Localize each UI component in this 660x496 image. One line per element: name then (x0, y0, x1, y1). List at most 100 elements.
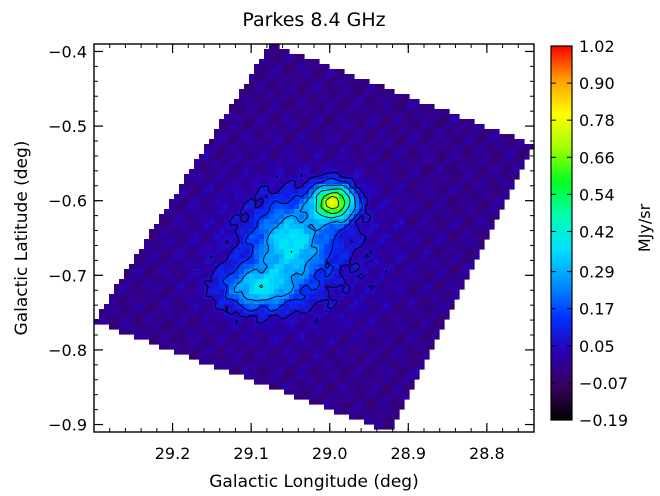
heatmap-cell (284, 339, 290, 345)
heatmap-cell (364, 389, 370, 395)
heatmap-cell (264, 284, 270, 290)
heatmap-cell (204, 264, 210, 270)
heatmap-cell (339, 294, 345, 300)
heatmap-cell (399, 344, 405, 350)
heatmap-cell (334, 189, 340, 195)
heatmap-cell (264, 64, 270, 70)
heatmap-cell (209, 249, 215, 255)
heatmap-cell (149, 279, 155, 285)
heatmap-cell (209, 334, 215, 340)
heatmap-cell (239, 239, 245, 245)
heatmap-cell (129, 279, 135, 285)
heatmap-cell (264, 74, 270, 80)
heatmap-cell (179, 244, 185, 250)
heatmap-cell (419, 354, 425, 360)
heatmap-cell (359, 324, 365, 330)
contour-line (259, 188, 351, 289)
heatmap-cell (419, 334, 425, 340)
heatmap-cell (364, 324, 370, 330)
heatmap-cell (369, 329, 375, 335)
heatmap-cell (304, 359, 310, 365)
heatmap-cell (309, 104, 315, 110)
heatmap-cell (219, 344, 225, 350)
heatmap-cell (269, 104, 275, 110)
heatmap-cell (359, 249, 365, 255)
heatmap-cell (329, 154, 335, 160)
heatmap-cell (259, 299, 265, 305)
heatmap-cell (429, 109, 435, 115)
heatmap-cell (219, 349, 225, 355)
heatmap-cell (319, 194, 325, 200)
heatmap-cell (244, 249, 250, 255)
heatmap-cell (444, 254, 450, 260)
heatmap-cell (354, 314, 360, 320)
heatmap-cell (359, 149, 365, 155)
heatmap-cell (389, 339, 395, 345)
heatmap-cell (329, 339, 335, 345)
heatmap-cell (344, 399, 350, 405)
heatmap-cell (384, 324, 390, 330)
heatmap-cell (439, 249, 445, 255)
heatmap-cell (284, 229, 290, 235)
heatmap-cell (279, 369, 285, 375)
heatmap-cell (154, 324, 160, 330)
heatmap-cell (469, 254, 475, 260)
heatmap-cell (414, 324, 420, 330)
heatmap-cell (334, 274, 340, 280)
heatmap-cell (379, 194, 385, 200)
heatmap-cell (279, 379, 285, 385)
heatmap-cell (124, 269, 130, 275)
heatmap-cell (269, 289, 275, 295)
heatmap-cell (209, 354, 215, 360)
heatmap-cell (259, 64, 265, 70)
heatmap-cell (314, 244, 320, 250)
heatmap-cell (414, 304, 420, 310)
heatmap-cell (219, 199, 225, 205)
heatmap-cell (419, 184, 425, 190)
heatmap-cell (329, 329, 335, 335)
heatmap-cell (329, 179, 335, 185)
heatmap-cell (239, 349, 245, 355)
heatmap-cell (369, 419, 375, 425)
heatmap-cell (364, 249, 370, 255)
heatmap-cell (179, 329, 185, 335)
heatmap-cell (414, 119, 420, 125)
heatmap-cell (314, 254, 320, 260)
heatmap-cell (499, 184, 505, 190)
heatmap-cell (294, 54, 300, 60)
heatmap-cell (319, 94, 325, 100)
heatmap-cell (434, 249, 440, 255)
heatmap-cell (254, 239, 260, 245)
heatmap-cell (374, 299, 380, 305)
heatmap-cell (284, 244, 290, 250)
heatmap-cell (334, 184, 340, 190)
heatmap-cell (349, 199, 355, 205)
heatmap-cell (359, 179, 365, 185)
heatmap-cell (274, 169, 280, 175)
heatmap-cell (324, 94, 330, 100)
heatmap-cell (209, 144, 215, 150)
heatmap-cell (304, 379, 310, 385)
heatmap-cell (469, 194, 475, 200)
heatmap-cell (369, 284, 375, 290)
heatmap-cell (269, 304, 275, 310)
heatmap-cell (249, 119, 255, 125)
heatmap-cell (314, 324, 320, 330)
heatmap-cell (374, 189, 380, 195)
heatmap-cell (394, 109, 400, 115)
heatmap-cell (284, 379, 290, 385)
heatmap-cell (399, 184, 405, 190)
heatmap-cell (399, 254, 405, 260)
heatmap-cell (154, 224, 160, 230)
heatmap-cell (319, 69, 325, 75)
heatmap-cell (349, 219, 355, 225)
heatmap-cell (254, 259, 260, 265)
heatmap-cell (429, 294, 435, 300)
heatmap-cell (399, 329, 405, 335)
heatmap-cell (404, 279, 410, 285)
heatmap-cell (219, 139, 225, 145)
heatmap-cell (429, 229, 435, 235)
heatmap-cell (409, 209, 415, 215)
heatmap-cell (204, 159, 210, 165)
heatmap-cell (264, 259, 270, 265)
